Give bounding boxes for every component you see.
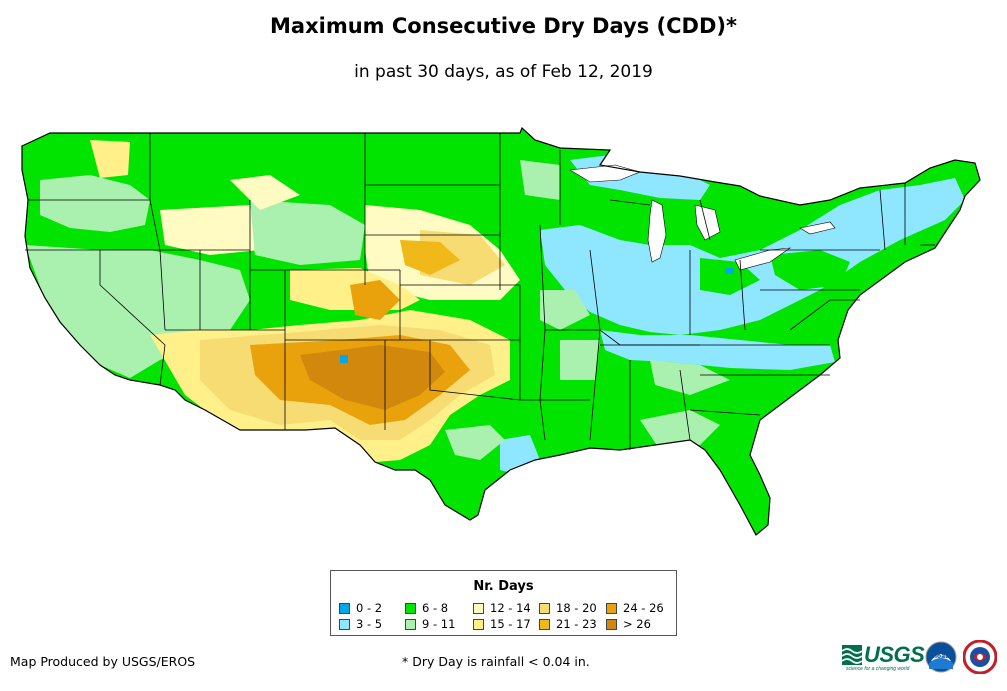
legend-label: 0 - 2 <box>356 601 383 615</box>
lake-ontario <box>799 221 836 235</box>
blue-spot-oh <box>725 268 734 274</box>
usgs-wordmark: USGS <box>864 642 925 667</box>
noaa-logo-icon: noaa <box>925 641 957 673</box>
usgs-tagline: science for a changing world <box>846 666 910 672</box>
legend-swatch <box>473 618 484 630</box>
legend-label: 3 - 5 <box>356 617 383 631</box>
legend-item: 18 - 20 <box>539 601 597 615</box>
lake-michigan <box>647 199 667 263</box>
legend-swatch <box>405 618 416 630</box>
legend-swatch <box>539 602 550 614</box>
dry-day-footnote: * Dry Day is rainfall < 0.04 in. <box>402 654 590 669</box>
usgs-logo: USGS science for a changing world <box>842 642 925 672</box>
noaa-label: noaa <box>933 653 950 660</box>
legend-item: 21 - 23 <box>539 617 597 631</box>
legend-item: 3 - 5 <box>339 617 382 631</box>
nws-logo-icon <box>963 640 997 674</box>
legend-item: 12 - 14 <box>473 601 531 615</box>
state-boundaries <box>25 133 935 450</box>
lake-huron <box>694 204 721 241</box>
legend-item: 9 - 11 <box>405 617 455 631</box>
legend-label: 6 - 8 <box>422 601 449 615</box>
legend: Nr. Days 0 - 2 3 - 5 6 - 8 9 - 11 12 - 1… <box>330 570 677 636</box>
legend-label: 15 - 17 <box>490 617 531 631</box>
legend-swatch <box>339 618 350 630</box>
legend-item: 24 - 26 <box>606 601 664 615</box>
legend-label: 12 - 14 <box>490 601 531 615</box>
legend-swatch <box>539 618 550 630</box>
legend-item: 15 - 17 <box>473 617 531 631</box>
legend-swatch <box>339 602 350 614</box>
legend-swatch <box>606 602 617 614</box>
legend-item: 6 - 8 <box>405 601 448 615</box>
legend-label: > 26 <box>623 617 651 631</box>
legend-label: 21 - 23 <box>556 617 597 631</box>
legend-item: > 26 <box>606 617 651 631</box>
blue-spot-nm <box>340 355 348 363</box>
legend-swatch <box>473 602 484 614</box>
map-credit: Map Produced by USGS/EROS <box>10 654 196 669</box>
legend-label: 18 - 20 <box>556 601 597 615</box>
legend-swatch <box>606 618 617 630</box>
map-subtitle: in past 30 days, as of Feb 12, 2019 <box>354 62 653 82</box>
cdd-color-fields <box>22 128 980 535</box>
legend-swatch <box>405 602 416 614</box>
legend-title: Nr. Days <box>473 579 534 594</box>
legend-item: 0 - 2 <box>339 601 382 615</box>
legend-label: 9 - 11 <box>422 617 456 631</box>
usgs-wave-icon <box>842 645 862 665</box>
lake-erie <box>734 247 792 271</box>
us-outline <box>21 126 981 536</box>
legend-label: 24 - 26 <box>623 601 664 615</box>
map-title: Maximum Consecutive Dry Days (CDD)* <box>270 14 737 38</box>
